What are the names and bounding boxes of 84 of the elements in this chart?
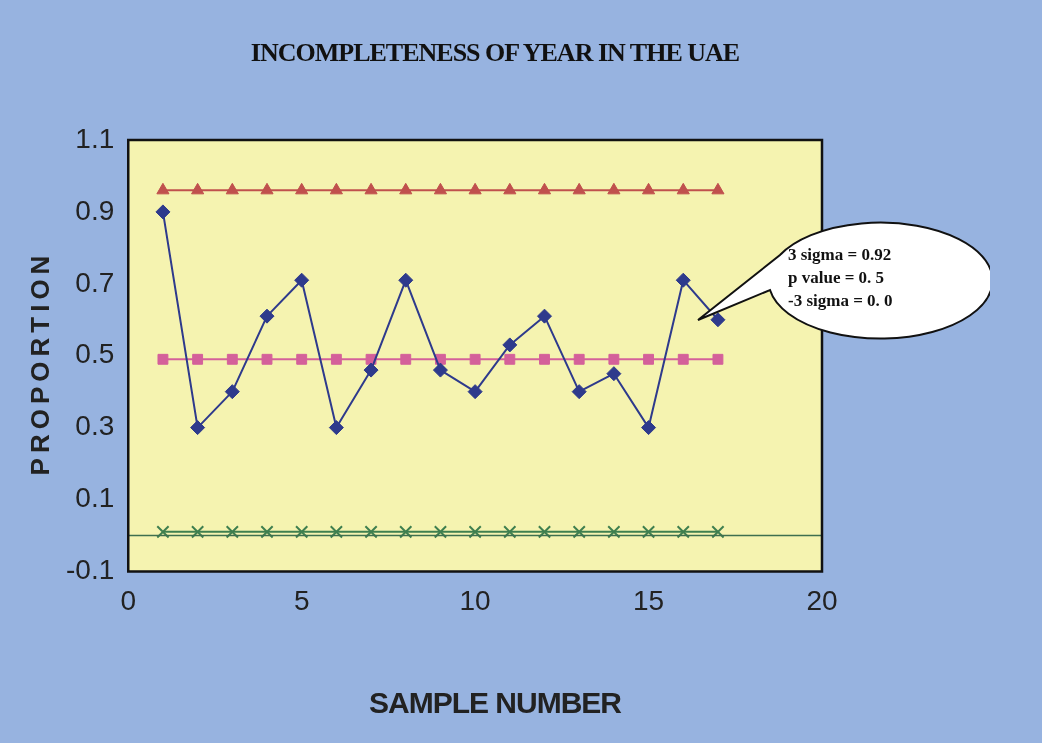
point (364, 182, 378, 195)
point (295, 525, 309, 539)
point (259, 308, 275, 324)
x-tick-label: 5 (293, 584, 310, 616)
point (607, 182, 621, 195)
y-tick-label: 0.9 (75, 194, 115, 226)
point (226, 353, 238, 365)
annotation: 3 sigma = 0.92 (788, 244, 893, 266)
x-tick-label: 15 (632, 584, 665, 616)
point (400, 353, 412, 365)
point (539, 353, 550, 365)
point (676, 525, 690, 539)
point (330, 353, 342, 365)
point (364, 525, 378, 539)
x-tick-label: 10 (459, 584, 491, 616)
point (710, 312, 726, 328)
y-tick-label: 0.3 (75, 410, 115, 442)
point (711, 182, 725, 195)
point (608, 353, 620, 365)
point (503, 182, 517, 195)
point (328, 420, 344, 436)
point (260, 182, 274, 195)
point (677, 353, 689, 365)
point (468, 182, 482, 195)
annotation: p value = 0. 5 (788, 267, 886, 289)
point (675, 272, 691, 288)
x-axis-title: SAMPLE NUMBER (368, 686, 622, 720)
x-tick-label: 20 (806, 584, 838, 616)
point (711, 525, 725, 539)
point (467, 384, 483, 400)
point (191, 182, 205, 195)
point (433, 525, 448, 539)
point (433, 182, 447, 195)
point (573, 353, 585, 365)
point (224, 384, 240, 400)
point (432, 362, 448, 378)
point (398, 272, 414, 288)
x-tick-label: 0 (120, 584, 137, 616)
point (156, 525, 170, 539)
point (504, 353, 516, 365)
point (641, 420, 657, 436)
point (537, 525, 552, 539)
point (572, 525, 586, 539)
y-tick-label: 0.7 (75, 266, 115, 298)
y-tick-label: -0.1 (66, 554, 115, 586)
point (329, 182, 343, 195)
point (468, 525, 482, 539)
y-axis-title: PROPORTION (24, 250, 56, 476)
point (295, 182, 309, 195)
point (192, 353, 204, 365)
point (294, 272, 310, 288)
point (155, 204, 171, 220)
point (399, 182, 413, 195)
point (190, 525, 205, 539)
point (157, 353, 169, 365)
point (641, 525, 656, 539)
point (329, 525, 344, 539)
point (607, 525, 621, 539)
point (537, 182, 552, 195)
point (225, 182, 239, 195)
point (399, 525, 413, 539)
point (190, 420, 206, 436)
point (572, 182, 586, 195)
point (156, 182, 170, 195)
point (296, 353, 308, 365)
point (712, 353, 724, 365)
point (642, 182, 656, 195)
y-tick-label: 0.1 (75, 482, 115, 514)
point (261, 353, 273, 365)
point (606, 366, 622, 382)
point (502, 337, 518, 353)
chart-title: INCOMPLETENESS OF YEAR IN THE UAE (249, 38, 741, 68)
point (676, 182, 690, 195)
point (363, 362, 379, 378)
y-tick-label: 1.1 (75, 122, 115, 154)
point (537, 308, 552, 324)
point (571, 384, 587, 400)
point (503, 525, 517, 539)
y-tick-label: 0.5 (75, 338, 115, 370)
annotation: -3 sigma = 0. 0 (788, 290, 893, 312)
point (469, 353, 481, 365)
point (225, 525, 239, 539)
point (643, 353, 655, 365)
point (260, 525, 274, 539)
